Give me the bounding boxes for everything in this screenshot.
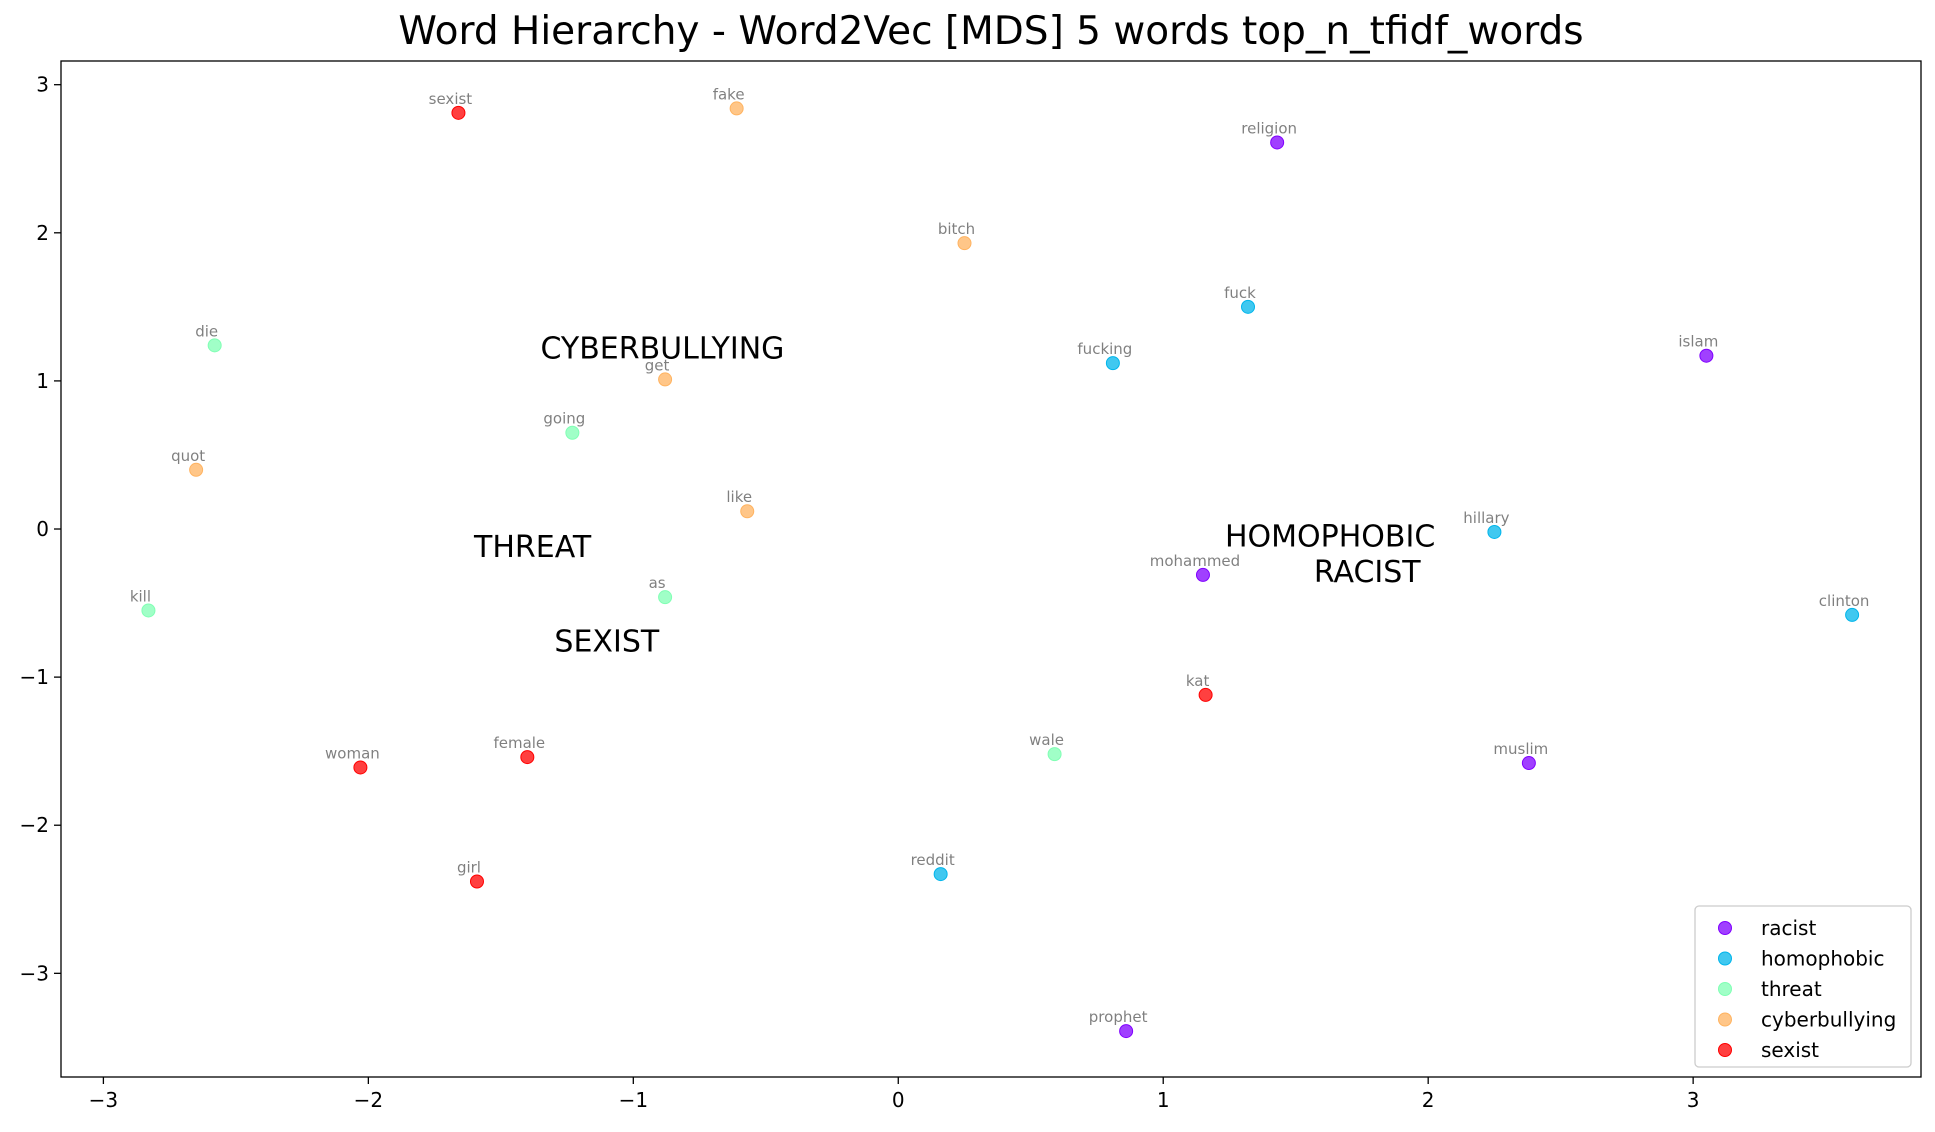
legend-label: cyberbullying <box>1761 1008 1896 1032</box>
point-homophobic-reddit <box>933 867 948 882</box>
x-tick-label: −3 <box>89 1088 118 1112</box>
y-tick-label: 0 <box>36 517 49 541</box>
legend-marker-homophobic <box>1718 951 1732 966</box>
legend-box <box>1694 905 1912 1068</box>
point-label: fuck <box>1224 284 1256 302</box>
point-label: as <box>649 574 666 592</box>
x-tick-label: −2 <box>354 1088 383 1112</box>
point-cyberbullying-like <box>740 504 755 519</box>
point-racist-prophet <box>1119 1024 1134 1039</box>
y-tick-label: 1 <box>36 369 49 393</box>
point-cyberbullying-quot <box>189 462 204 477</box>
category-label: SEXIST <box>554 625 659 660</box>
point-label: clinton <box>1819 592 1870 610</box>
x-tick-label: 1 <box>1157 1088 1170 1112</box>
data-points <box>141 101 1860 1039</box>
point-label: like <box>726 488 752 506</box>
legend: racist homophobic threat cyberbullying sexis… <box>1694 905 1912 1068</box>
point-label: female <box>493 734 545 752</box>
legend-marker-threat <box>1718 982 1732 996</box>
point-sexist-female <box>520 750 535 765</box>
point-homophobic-clinton <box>1845 607 1860 622</box>
y-tick-label: 2 <box>36 221 49 245</box>
legend-marker-sexist <box>1718 1043 1732 1057</box>
point-label: die <box>195 322 218 340</box>
y-tick-label: −2 <box>20 813 49 837</box>
point-label: going <box>543 410 585 428</box>
legend-label: sexist <box>1761 1038 1819 1062</box>
x-tick-label: −1 <box>619 1088 648 1112</box>
point-threat-wale <box>1047 747 1062 762</box>
point-label: bitch <box>938 220 975 238</box>
point-homophobic-fucking <box>1105 356 1120 371</box>
plot-area <box>60 60 1922 1078</box>
x-axis: −3 −2 −1 0 1 2 3 <box>89 1077 1700 1112</box>
y-axis: 3 2 1 0 −1 −2 −3 <box>20 73 61 985</box>
category-labels: CYBERBULLYING THREAT SEXIST HOMOPHOBICRACIS… <box>473 331 1435 659</box>
legend-marker-racist <box>1718 921 1732 935</box>
chart-title: Word Hierarchy - Word2Vec [MDS] 5 words … <box>398 9 1583 54</box>
category-label: HOMOPHOBIC <box>1225 519 1435 554</box>
point-label: quot <box>171 447 205 465</box>
legend-label: racist <box>1761 916 1816 940</box>
point-label: muslim <box>1493 740 1548 758</box>
point-homophobic-fuck <box>1241 299 1256 314</box>
point-label: religion <box>1241 119 1297 137</box>
point-threat-going <box>565 425 580 440</box>
point-sexist-sexist <box>451 105 466 120</box>
point-label: sexist <box>429 90 473 108</box>
y-tick-label: 3 <box>36 73 49 97</box>
point-label: kat <box>1186 672 1210 690</box>
point-threat-kill <box>141 603 156 618</box>
point-cyberbullying-fake <box>729 101 744 116</box>
point-labels: religion islam mohammed muslim prophet fuck fu… <box>130 85 1870 1026</box>
category-label: THREAT <box>473 530 592 565</box>
y-tick-label: −3 <box>20 961 49 985</box>
point-threat-as <box>658 590 673 605</box>
x-tick-label: 0 <box>892 1088 905 1112</box>
point-threat-die <box>207 338 222 353</box>
category-label: RACIST <box>1314 555 1421 590</box>
legend-label: homophobic <box>1761 947 1885 971</box>
point-homophobic-hillary <box>1487 524 1502 539</box>
point-cyberbullying-bitch <box>957 236 972 251</box>
point-label: mohammed <box>1150 552 1240 570</box>
point-racist-islam <box>1699 348 1714 363</box>
y-tick-label: −1 <box>20 665 49 689</box>
point-label: fake <box>713 85 745 103</box>
point-sexist-woman <box>353 760 368 775</box>
point-cyberbullying-get <box>658 372 673 387</box>
point-label: prophet <box>1089 1008 1148 1026</box>
point-label: fucking <box>1077 340 1132 358</box>
point-label: kill <box>130 587 151 605</box>
point-label: girl <box>457 859 481 877</box>
point-label: wale <box>1029 731 1064 749</box>
point-racist-mohammed <box>1195 567 1210 582</box>
point-label: get <box>645 356 670 374</box>
point-label: islam <box>1678 333 1718 351</box>
point-label: hillary <box>1463 509 1509 527</box>
legend-label: threat <box>1761 977 1822 1001</box>
point-label: woman <box>325 744 380 762</box>
point-sexist-girl <box>469 874 484 889</box>
x-tick-label: 2 <box>1422 1088 1435 1112</box>
x-tick-label: 3 <box>1687 1088 1700 1112</box>
legend-marker-cyberbullying <box>1718 1012 1732 1027</box>
point-racist-religion <box>1270 135 1285 150</box>
point-sexist-kat <box>1198 687 1213 702</box>
category-label: CYBERBULLYING <box>540 331 784 366</box>
point-racist-muslim <box>1521 756 1536 771</box>
point-label: reddit <box>911 851 955 869</box>
